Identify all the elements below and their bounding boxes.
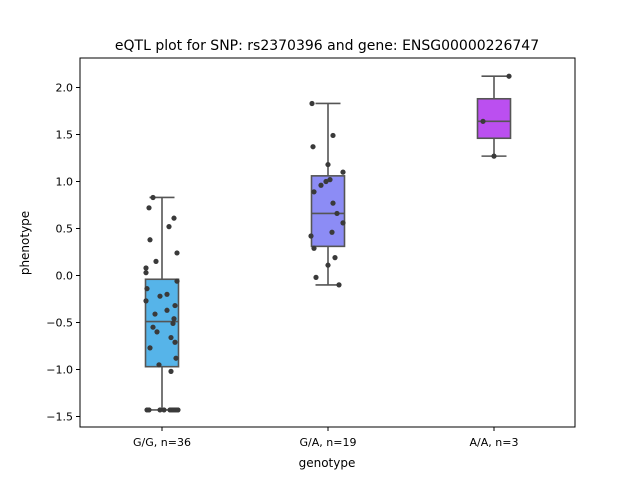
data-point (330, 200, 336, 206)
data-point (173, 355, 179, 361)
x-axis-label: genotype (299, 456, 356, 470)
data-point (480, 118, 486, 124)
data-point (168, 368, 174, 374)
data-point (150, 194, 156, 201)
data-point (313, 274, 319, 280)
data-point (174, 250, 180, 256)
data-point (171, 215, 177, 221)
box-group-3 (476, 75, 512, 157)
x-tick-label: A/A, n=3 (470, 436, 519, 449)
data-point (168, 334, 174, 341)
y-tick-label: −1.0 (46, 364, 73, 377)
plot-area (143, 73, 512, 413)
data-point (143, 265, 149, 271)
data-point (506, 73, 512, 79)
data-point (157, 293, 163, 299)
data-point (311, 245, 317, 251)
y-tick-label: −1.5 (46, 411, 73, 424)
data-point (144, 286, 150, 292)
data-point (147, 237, 153, 243)
data-point (171, 316, 177, 322)
data-point (318, 182, 324, 188)
data-point (154, 329, 160, 335)
data-point (164, 307, 170, 313)
data-point (156, 362, 162, 368)
iqr-box (476, 97, 512, 140)
data-point (153, 258, 159, 264)
iqr-box (310, 175, 346, 248)
data-point (143, 298, 149, 304)
x-tick-label: G/A, n=19 (300, 436, 357, 449)
data-point (172, 339, 178, 345)
data-point (327, 177, 333, 183)
data-point (334, 210, 340, 217)
data-point (491, 153, 497, 159)
data-point (340, 220, 346, 226)
data-point (325, 262, 331, 268)
box-group-2 (310, 102, 346, 286)
y-tick-label: 1.5 (56, 129, 74, 142)
data-point (150, 324, 156, 330)
data-point (164, 291, 170, 297)
data-point (166, 224, 172, 230)
y-axis-label: phenotype (18, 211, 32, 275)
y-tick-label: 0.5 (56, 223, 74, 236)
y-tick-label: −0.5 (46, 317, 73, 330)
x-tick-label: G/G, n=36 (133, 436, 191, 449)
data-point (332, 255, 338, 261)
data-point (323, 178, 329, 185)
data-point (143, 270, 149, 276)
data-point (174, 278, 180, 284)
y-tick-label: 1.0 (56, 176, 74, 189)
data-point (336, 282, 342, 288)
data-point (161, 407, 167, 413)
data-point (175, 407, 181, 413)
data-point (329, 229, 335, 235)
data-point (152, 311, 158, 317)
y-tick-label: 2.0 (56, 82, 74, 95)
data-point (325, 161, 331, 168)
data-point (309, 100, 315, 107)
data-point (310, 144, 316, 150)
data-point (146, 205, 152, 211)
data-point (340, 169, 346, 175)
data-point (311, 189, 317, 195)
y-tick-label: 0.0 (56, 270, 74, 283)
data-point (170, 320, 176, 327)
data-point (157, 407, 163, 413)
data-point (147, 345, 153, 351)
data-point (330, 132, 336, 139)
chart-title: eQTL plot for SNP: rs2370396 and gene: E… (115, 38, 539, 54)
data-point (172, 302, 178, 309)
data-point (308, 233, 314, 239)
data-point (146, 407, 152, 413)
